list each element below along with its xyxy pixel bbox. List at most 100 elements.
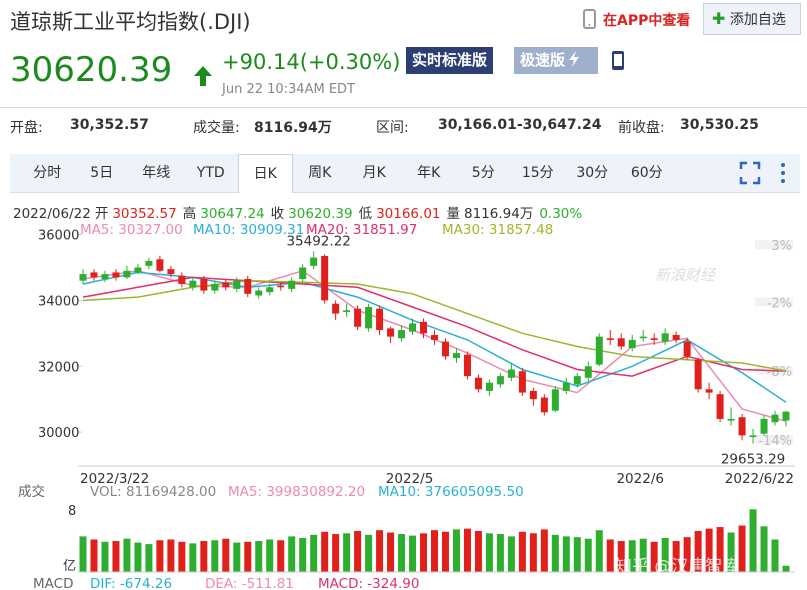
info-line: 2022/06/22 开 30352.57 高 30647.24 收 30620.39 低 30… [13, 202, 586, 222]
tab[interactable]: 30分 [576, 165, 609, 181]
fast-button[interactable]: 极速版 [514, 47, 598, 74]
tab[interactable]: 日K [238, 154, 293, 193]
tab[interactable]: 分时 [33, 165, 62, 181]
volume-bar [727, 532, 735, 572]
candle-body [771, 414, 779, 423]
candle-body [650, 338, 658, 340]
tab-icons [739, 161, 785, 185]
app-link[interactable]: 在APP中查看 [603, 13, 691, 29]
candle-body [562, 382, 570, 391]
ma-line [82, 279, 787, 372]
y-tick-label: 32000 [38, 360, 79, 375]
candle-body [200, 279, 208, 291]
candle-body [145, 260, 153, 266]
candle-body [760, 418, 768, 434]
candle-body [420, 321, 428, 334]
volume-bar [485, 533, 493, 572]
phone-icon-small [583, 9, 596, 29]
add-watch-label: 添加自选 [729, 12, 786, 28]
candle-body [387, 328, 395, 337]
fast-label: 极速版 [520, 51, 566, 69]
tab[interactable]: 60分 [630, 165, 663, 181]
candle-body [727, 418, 735, 421]
candle-body [211, 283, 219, 291]
volume-bar [431, 530, 438, 572]
x-tick-label: 2022/6 [616, 471, 664, 487]
annotation: 29653.29 [721, 451, 785, 467]
volume-bar [705, 528, 713, 572]
candle-body [222, 282, 230, 288]
candle-body [463, 354, 471, 377]
volume-bar [551, 534, 559, 572]
volume-bar [288, 536, 296, 572]
volume-bar [650, 541, 658, 572]
candle-body [617, 338, 625, 347]
candle-body [255, 290, 263, 296]
volume-bar [639, 538, 647, 572]
volume-bar [573, 537, 581, 572]
candle-body [441, 341, 449, 357]
candle-body [332, 303, 340, 314]
candle-body [639, 336, 647, 339]
candle-body [156, 259, 164, 271]
up-arrow [194, 66, 212, 86]
tab[interactable]: 年K [417, 165, 441, 181]
candle-body [321, 255, 329, 301]
candle-body [134, 267, 142, 273]
candle-body [496, 376, 504, 385]
candle-body [90, 272, 98, 278]
volume-legend: VOL: 81169428.00 [90, 484, 216, 500]
candle-body [606, 338, 614, 340]
ma-legend: MA30: 31857.48 [442, 222, 553, 238]
volume-bar [156, 540, 164, 572]
tab[interactable]: 月K [362, 165, 386, 181]
tab[interactable]: 15分 [521, 165, 554, 181]
ma-line [82, 276, 787, 377]
volume-bar [518, 531, 526, 572]
info-value: 30647.24 [200, 206, 265, 222]
volume-bar [321, 531, 329, 572]
tab[interactable]: 5日 [90, 165, 114, 181]
volume-bar [365, 534, 373, 572]
volume-bar [167, 539, 175, 572]
title: 道琼斯工业平均指数(.DJI) [10, 10, 251, 34]
volume-bar [222, 538, 230, 572]
candle-body [299, 267, 307, 280]
x-tick-label: 2022/6/22 [725, 471, 794, 487]
volume-bar [529, 533, 537, 572]
candle-body [782, 411, 790, 421]
bolt [569, 51, 580, 67]
candle-body [233, 280, 241, 289]
candle-body [540, 397, 548, 413]
tab[interactable]: 年线 [142, 165, 171, 181]
candle-body [474, 377, 482, 390]
volume-bar [101, 541, 109, 572]
candle-body [452, 353, 460, 359]
stat-value: 30,530.25 [680, 117, 759, 133]
candle-body [277, 285, 285, 288]
candle-body [310, 257, 318, 266]
add-watch[interactable]: ✚ 添加自选 [703, 3, 801, 35]
volume-bar [145, 544, 153, 572]
change: +90.14(+0.30%) [222, 50, 401, 74]
candle-body [573, 376, 581, 385]
candle-body [507, 369, 515, 378]
volume-bar [376, 530, 384, 572]
volume-bar [189, 543, 197, 572]
tab[interactable]: 周K [308, 165, 332, 181]
y2-tick-band [755, 434, 793, 444]
volume-bar [310, 534, 318, 572]
candle-body [551, 389, 559, 411]
candle-body [628, 339, 636, 349]
phone-icon[interactable] [610, 50, 626, 72]
volume-bar [760, 526, 768, 572]
info-value: 30166.01 [376, 206, 441, 222]
tab[interactable]: YTD [196, 165, 225, 181]
tab[interactable]: 5分 [471, 165, 495, 181]
realtime-button[interactable]: 实时标准版 [406, 47, 494, 74]
stat-label: 成交量: [193, 120, 240, 136]
volume-bar [683, 537, 691, 572]
candle-body [288, 280, 296, 289]
